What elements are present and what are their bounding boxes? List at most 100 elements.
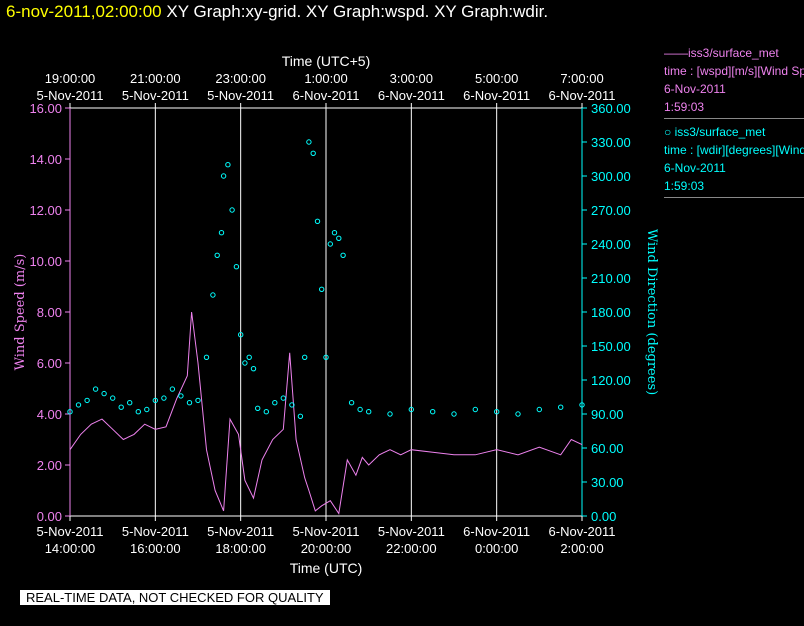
wind-direction-point xyxy=(218,230,225,236)
wind-direction-point xyxy=(331,230,338,236)
wind-direction-point xyxy=(127,400,133,406)
right-tick-label: 270.00 xyxy=(591,203,631,218)
wind-direction-point xyxy=(348,400,355,406)
bottom-tick-date: 5-Nov-2011 xyxy=(293,524,360,539)
top-tick-time: 19:00:00 xyxy=(45,71,96,86)
top-tick-time: 3:00:00 xyxy=(390,71,433,86)
right-tick-label: 90.00 xyxy=(591,407,624,422)
bottom-tick-time: 22:00:00 xyxy=(386,541,437,556)
wind-direction-point xyxy=(472,406,478,413)
wind-direction-point xyxy=(408,406,414,413)
top-tick-time: 7:00:00 xyxy=(560,71,603,86)
bottom-axis-title: Time (UTC) xyxy=(290,560,363,576)
wind-direction-point xyxy=(186,400,193,406)
wind-direction-point xyxy=(144,406,150,413)
wind-direction-point xyxy=(558,404,564,410)
wind-direction-point xyxy=(220,173,227,179)
wind-direction-series xyxy=(67,139,585,419)
wind-direction-point xyxy=(357,406,363,413)
wind-direction-point xyxy=(195,397,201,404)
wind-direction-point xyxy=(238,332,244,338)
bottom-tick-date: 5-Nov-2011 xyxy=(207,524,274,539)
right-tick-label: 30.00 xyxy=(591,475,624,490)
top-axis-title: Time (UTC+5) xyxy=(282,53,371,69)
right-tick-label: 180.00 xyxy=(591,305,631,320)
right-axis-label: Wind Direction (degrees) xyxy=(644,229,659,395)
left-tick-label: 12.00 xyxy=(29,203,62,218)
wind-direction-point xyxy=(327,241,333,247)
wind-direction-point xyxy=(178,393,184,399)
top-tick-date: 5-Nov-2011 xyxy=(37,88,104,103)
wind-direction-point xyxy=(451,411,457,417)
left-tick-label: 6.00 xyxy=(37,356,62,371)
title-timestamp: 6-nov-2011,02:00:00 xyxy=(6,2,162,21)
left-tick-label: 8.00 xyxy=(37,305,62,320)
wind-direction-point xyxy=(314,218,321,225)
top-tick-date: 6-Nov-2011 xyxy=(549,88,616,103)
wind-direction-point xyxy=(387,411,393,417)
title-graph-list: XY Graph:xy-grid. XY Graph:wspd. XY Grap… xyxy=(166,2,549,21)
wind-direction-point xyxy=(319,286,325,292)
wind-direction-point xyxy=(579,402,585,408)
right-tick-label: 330.00 xyxy=(591,135,631,150)
legend-entry-wind-speed[interactable]: ——iss3/surface_met time : [wspd][m/s][Wi… xyxy=(664,44,804,119)
right-tick-label: 0.00 xyxy=(591,509,616,524)
wind-direction-point xyxy=(84,397,90,404)
wind-direction-point xyxy=(101,390,107,397)
top-tick-time: 5:00:00 xyxy=(475,71,518,86)
graph-title: 6-nov-2011,02:00:00 XY Graph:xy-grid. XY… xyxy=(6,2,548,22)
top-tick-time: 21:00:00 xyxy=(130,71,181,86)
bottom-tick-time: 16:00:00 xyxy=(130,541,181,556)
wind-direction-point xyxy=(246,354,252,360)
bottom-tick-date: 5-Nov-2011 xyxy=(122,524,189,539)
wind-direction-point xyxy=(225,162,231,168)
bottom-axis: 5-Nov-2011 14:00:00 5-Nov-2011 16:00:00 5-No… xyxy=(37,516,616,556)
legend-line: ——iss3/surface_met xyxy=(664,46,779,60)
right-tick-label: 240.00 xyxy=(591,237,631,252)
bottom-tick-date: 6-Nov-2011 xyxy=(549,524,616,539)
wind-direction-point xyxy=(67,409,73,415)
wind-direction-point xyxy=(336,235,342,242)
vertical-gridlines xyxy=(154,108,498,516)
wind-direction-point xyxy=(280,395,286,401)
wind-speed-line xyxy=(69,311,583,515)
wind-direction-point xyxy=(110,395,116,401)
right-tick-label: 150.00 xyxy=(591,339,631,354)
right-tick-label: 360.00 xyxy=(591,101,631,116)
top-tick-date: 6-Nov-2011 xyxy=(378,88,445,103)
wind-direction-point xyxy=(233,264,240,270)
legend-line: 1:59:03 xyxy=(664,100,705,114)
wind-direction-point xyxy=(203,354,210,360)
right-tick-label: 120.00 xyxy=(591,373,631,388)
wind-direction-point xyxy=(306,139,312,145)
bottom-tick-time: 2:00:00 xyxy=(560,541,603,556)
wind-direction-point xyxy=(272,400,278,406)
wind-direction-point xyxy=(366,409,372,415)
legend: ——iss3/surface_met time : [wspd][m/s][Wi… xyxy=(664,44,804,202)
right-tick-label: 300.00 xyxy=(591,169,631,184)
legend-line: time : [wspd][m/s][Wind Speed] xyxy=(664,64,804,78)
wind-direction-point xyxy=(169,386,176,392)
right-tick-label: 60.00 xyxy=(591,441,624,456)
wind-direction-point xyxy=(255,405,261,411)
wind-direction-point xyxy=(289,402,295,408)
legend-entry-wind-direction[interactable]: ○ iss3/surface_met time : [wdir][degrees… xyxy=(664,123,804,198)
wind-direction-point xyxy=(161,395,167,401)
left-tick-label: 4.00 xyxy=(37,407,62,422)
wind-direction-point xyxy=(92,386,99,392)
wind-direction-point xyxy=(323,354,329,360)
wind-direction-point xyxy=(263,409,269,415)
top-tick-time: 23:00:00 xyxy=(215,71,266,86)
wind-direction-point xyxy=(135,409,142,415)
bottom-tick-time: 18:00:00 xyxy=(215,541,266,556)
legend-line: 6-Nov-2011 xyxy=(664,161,726,175)
bottom-tick-date: 5-Nov-2011 xyxy=(37,524,104,539)
top-tick-date: 5-Nov-2011 xyxy=(207,88,274,103)
left-axis: 0.00 2.00 4.00 6.00 8.00 10.00 12.00 14.00 16.00 xyxy=(29,101,71,524)
bottom-tick-time: 0:00:00 xyxy=(475,541,518,556)
wind-direction-point xyxy=(302,354,308,360)
top-tick-date: 6-Nov-2011 xyxy=(293,88,360,103)
wind-direction-point xyxy=(242,360,248,366)
right-axis: 0.00 30.00 60.00 90.00 120.00 150.00 180.00 210… xyxy=(581,101,631,524)
